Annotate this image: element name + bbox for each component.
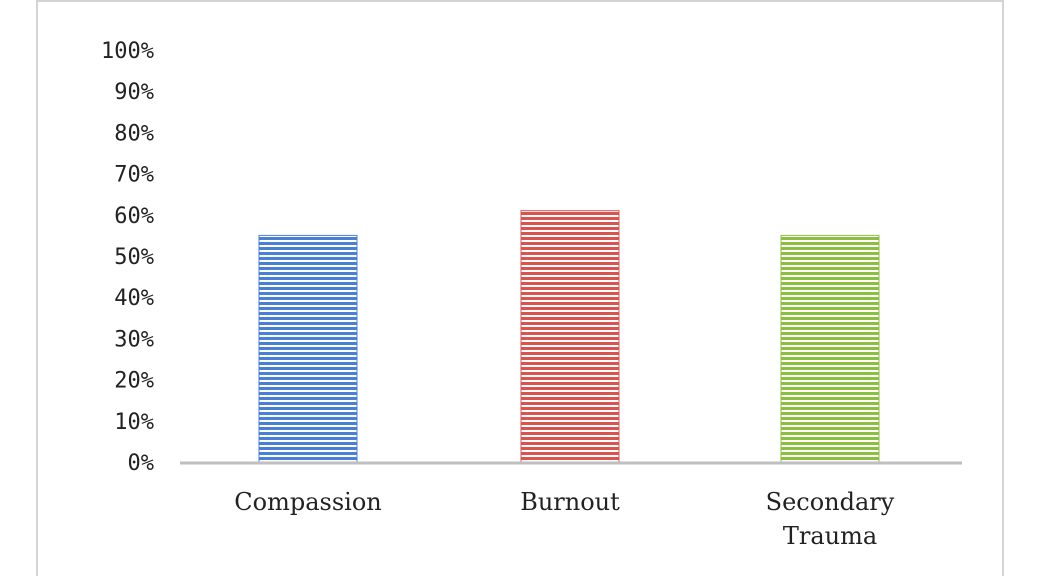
chart-frame: 0% 10% 20% 30% 40% 50% 60% 70% 80% 90% 100% Compas… bbox=[36, 0, 1004, 576]
x-tick-label-line: Trauma bbox=[783, 522, 877, 550]
bars-group bbox=[258, 210, 880, 463]
y-tick-label: 90% bbox=[114, 80, 154, 105]
y-tick-label: 40% bbox=[114, 286, 154, 311]
y-tick-label: 80% bbox=[114, 121, 154, 146]
bar-chart: 0% 10% 20% 30% 40% 50% 60% 70% 80% 90% 100% Compas… bbox=[101, 39, 962, 550]
y-axis-ticks: 0% 10% 20% 30% 40% 50% 60% 70% 80% 90% 100% bbox=[101, 39, 154, 476]
x-tick-label-line: Secondary bbox=[766, 488, 895, 516]
y-tick-label: 0% bbox=[128, 451, 155, 476]
y-tick-label: 30% bbox=[114, 327, 154, 352]
x-tick-label: Compassion bbox=[234, 488, 381, 516]
y-tick-label: 20% bbox=[114, 369, 154, 394]
x-tick-label-line: Compassion bbox=[234, 488, 381, 516]
x-tick-label: Secondary Trauma bbox=[766, 488, 895, 550]
x-tick-label: Burnout bbox=[520, 488, 620, 516]
y-tick-label: 10% bbox=[114, 410, 154, 435]
y-tick-label: 60% bbox=[114, 204, 154, 229]
x-tick-label-line: Burnout bbox=[520, 488, 620, 516]
y-tick-label: 70% bbox=[114, 163, 154, 188]
y-tick-label: 100% bbox=[101, 39, 154, 64]
bar-secondary-trauma bbox=[780, 234, 880, 463]
bar-compassion bbox=[258, 234, 358, 463]
bar-burnout bbox=[520, 210, 620, 463]
x-axis-labels: Compassion Burnout Secondary Trauma bbox=[234, 488, 895, 550]
y-tick-label: 50% bbox=[114, 245, 154, 270]
